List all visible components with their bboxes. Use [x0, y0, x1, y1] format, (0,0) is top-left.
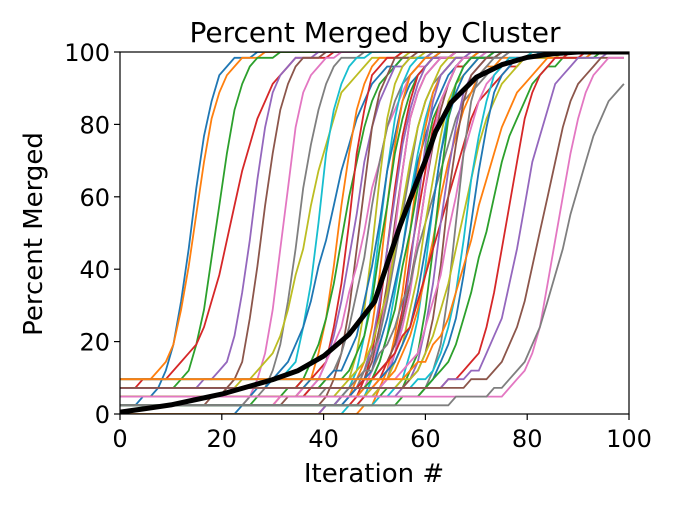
- x-tick-label: 100: [606, 425, 652, 453]
- x-axis-label: Iteration #: [304, 459, 444, 489]
- x-tick-label: 60: [410, 425, 441, 453]
- x-axis-ticks: 0 20 40 60 80 100: [112, 414, 652, 453]
- cluster-series-line: [120, 52, 624, 381]
- y-tick-label: 0: [95, 401, 110, 429]
- y-tick-label: 20: [79, 329, 110, 357]
- plot-area: [119, 51, 630, 415]
- chart-title: Percent Merged by Cluster: [190, 16, 561, 49]
- y-tick-label: 60: [79, 184, 110, 212]
- x-tick-label: 80: [512, 425, 543, 453]
- cluster-series-line: [120, 52, 624, 389]
- x-tick-label: 40: [308, 425, 339, 453]
- x-tick-label: 20: [207, 425, 238, 453]
- cluster-series-line: [120, 52, 624, 381]
- cluster-series-line: [120, 83, 625, 407]
- y-tick-label: 80: [79, 111, 110, 139]
- y-tick-label: 100: [64, 39, 110, 67]
- cluster-series-line: [120, 52, 624, 389]
- series-group: [120, 52, 629, 414]
- cluster-series-line: [120, 52, 624, 407]
- cluster-series-line: [120, 56, 624, 389]
- x-tick-label: 0: [112, 425, 127, 453]
- y-axis-ticks: 0 20 40 60 80 100: [64, 39, 120, 429]
- mean-series-line: [120, 52, 629, 414]
- y-tick-label: 40: [79, 256, 110, 284]
- y-axis-label: Percent Merged: [19, 132, 49, 336]
- plot-frame: [119, 51, 630, 415]
